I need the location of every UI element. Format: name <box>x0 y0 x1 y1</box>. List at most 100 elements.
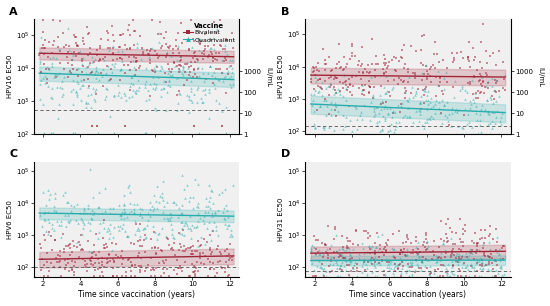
Point <box>442 267 451 272</box>
Point <box>357 92 366 97</box>
Point <box>204 256 213 261</box>
Point <box>441 255 450 260</box>
Point <box>436 146 444 151</box>
Point <box>77 97 86 102</box>
Point <box>375 128 384 133</box>
Point <box>184 97 193 102</box>
Point <box>388 87 397 92</box>
Point <box>103 259 112 264</box>
Point <box>475 274 483 279</box>
Point <box>428 62 437 67</box>
Point <box>222 67 231 72</box>
Point <box>53 259 62 264</box>
Point <box>159 86 168 91</box>
Point <box>485 240 494 245</box>
Point <box>88 124 97 129</box>
Point <box>343 263 352 267</box>
Point <box>405 114 414 118</box>
Point <box>135 237 144 242</box>
Point <box>156 67 165 72</box>
Point <box>123 27 132 32</box>
Point <box>477 74 486 79</box>
Point <box>76 48 85 53</box>
Point <box>153 184 162 188</box>
Point <box>61 189 70 194</box>
Point <box>382 282 390 287</box>
Point <box>346 288 355 293</box>
Point <box>126 274 135 279</box>
Point <box>195 38 204 43</box>
Point <box>65 217 74 222</box>
Point <box>458 274 466 279</box>
Point <box>109 225 118 230</box>
Point <box>153 55 162 60</box>
Point <box>48 61 57 65</box>
Point <box>340 67 349 72</box>
Point <box>336 267 345 272</box>
Point <box>424 258 432 263</box>
Point <box>384 110 393 115</box>
Point <box>429 248 438 253</box>
Point <box>59 249 68 254</box>
Point <box>89 250 98 255</box>
Point <box>54 47 63 52</box>
Point <box>494 247 503 252</box>
Point <box>423 245 432 250</box>
Point <box>442 271 451 275</box>
Point <box>409 288 417 293</box>
Point <box>94 69 102 74</box>
Point <box>460 106 469 111</box>
Point <box>472 268 481 273</box>
Point <box>419 88 427 92</box>
Point <box>148 203 157 208</box>
Point <box>138 46 146 51</box>
Point <box>169 199 178 204</box>
Point <box>161 54 170 59</box>
Point <box>404 79 413 84</box>
Point <box>176 263 185 268</box>
Point <box>331 88 339 93</box>
Point <box>344 273 353 278</box>
Point <box>442 70 450 75</box>
Point <box>425 288 433 293</box>
Point <box>228 69 236 74</box>
Point <box>195 74 204 79</box>
Point <box>465 106 474 110</box>
Point <box>221 186 229 191</box>
Point <box>492 62 500 67</box>
Point <box>423 241 432 246</box>
Point <box>434 256 443 261</box>
Point <box>320 126 329 131</box>
Point <box>92 124 101 129</box>
Point <box>427 256 436 261</box>
Point <box>137 45 146 50</box>
Point <box>93 52 102 57</box>
Point <box>397 248 406 253</box>
Point <box>455 256 464 261</box>
Point <box>415 100 424 105</box>
Point <box>307 246 316 251</box>
Point <box>181 220 190 225</box>
Point <box>471 250 480 255</box>
Point <box>371 244 380 249</box>
Point <box>87 69 96 74</box>
Point <box>55 61 64 65</box>
Point <box>377 83 386 88</box>
Point <box>217 43 226 48</box>
Point <box>64 44 73 49</box>
Point <box>351 146 360 151</box>
Point <box>364 131 373 136</box>
Point <box>343 238 352 243</box>
Point <box>311 125 320 129</box>
Point <box>175 51 184 56</box>
Point <box>453 261 462 266</box>
Point <box>90 267 99 272</box>
Point <box>475 266 484 271</box>
Point <box>172 272 181 277</box>
Point <box>52 84 61 89</box>
Point <box>468 288 476 293</box>
Point <box>348 84 357 89</box>
Point <box>212 98 221 103</box>
Point <box>38 45 47 50</box>
Point <box>125 201 134 206</box>
